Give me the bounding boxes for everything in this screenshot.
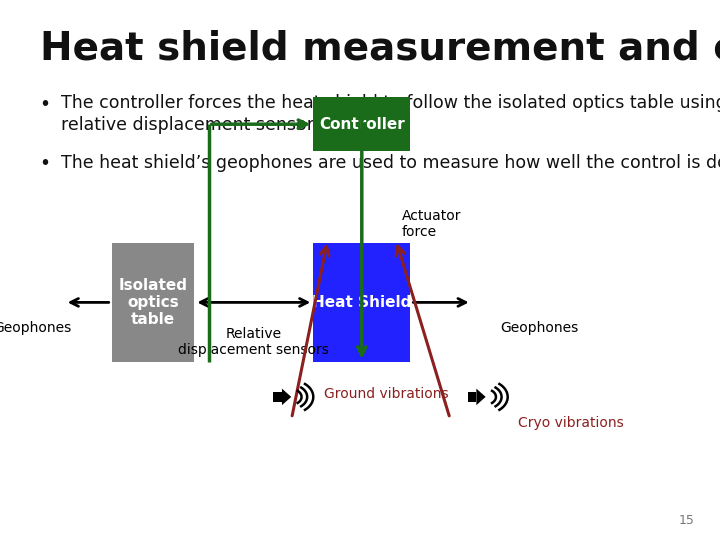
Polygon shape xyxy=(477,389,486,405)
Text: Isolated
optics
table: Isolated optics table xyxy=(119,278,187,327)
Text: The heat shield’s geophones are used to measure how well the control is doing: The heat shield’s geophones are used to … xyxy=(61,154,720,172)
Text: Heat Shield: Heat Shield xyxy=(312,295,412,310)
Text: Actuator
force: Actuator force xyxy=(402,209,461,239)
Bar xyxy=(468,392,477,402)
Text: Relative
displacement sensors: Relative displacement sensors xyxy=(179,327,329,357)
Text: Heat shield measurement and control: Heat shield measurement and control xyxy=(40,30,720,68)
Text: Cryo vibrations: Cryo vibrations xyxy=(518,416,624,430)
Text: Ground vibrations: Ground vibrations xyxy=(324,387,449,401)
Bar xyxy=(112,243,194,362)
Text: •: • xyxy=(40,94,50,113)
Text: 15: 15 xyxy=(679,514,695,526)
Text: Geophones: Geophones xyxy=(0,321,71,335)
Text: •: • xyxy=(40,154,50,173)
Text: Controller: Controller xyxy=(319,117,405,132)
Bar xyxy=(313,243,410,362)
Polygon shape xyxy=(282,389,292,405)
Text: The controller forces the heat shield to follow the isolated optics table using : The controller forces the heat shield to… xyxy=(61,94,720,112)
Bar xyxy=(313,97,410,151)
Text: relative displacement sensors: relative displacement sensors xyxy=(61,116,323,134)
Text: Geophones: Geophones xyxy=(500,321,579,335)
Bar xyxy=(274,392,282,402)
